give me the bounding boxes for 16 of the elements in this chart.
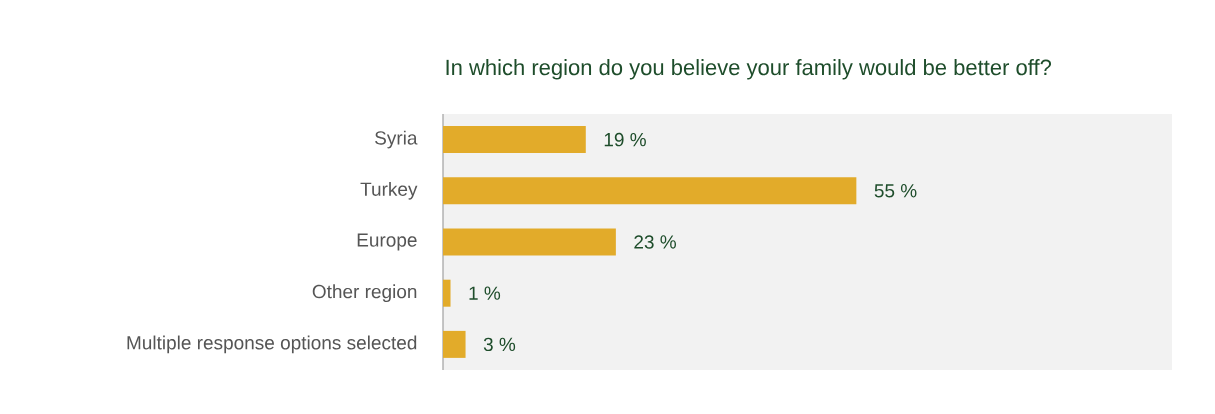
data-label: 55 %: [874, 184, 917, 198]
bar: [443, 279, 451, 307]
y-tick-label: Turkey: [360, 181, 418, 200]
data-label: 3 %: [483, 337, 516, 352]
y-tick-label: Other region: [312, 284, 417, 303]
data-label: 19 %: [604, 132, 646, 147]
data-label: 23 %: [634, 235, 676, 249]
chart-title: In which region do you believe your family would be better off?: [446, 59, 1052, 80]
data-label: 1 %: [469, 286, 501, 300]
bar: [443, 126, 586, 154]
y-tick-label: Multiple response options selected: [127, 335, 417, 354]
bar: [443, 177, 857, 205]
bar: [443, 330, 466, 358]
y-tick-label: Syria: [375, 130, 418, 149]
bar: [443, 228, 616, 256]
y-tick-label: Europe: [357, 233, 417, 251]
